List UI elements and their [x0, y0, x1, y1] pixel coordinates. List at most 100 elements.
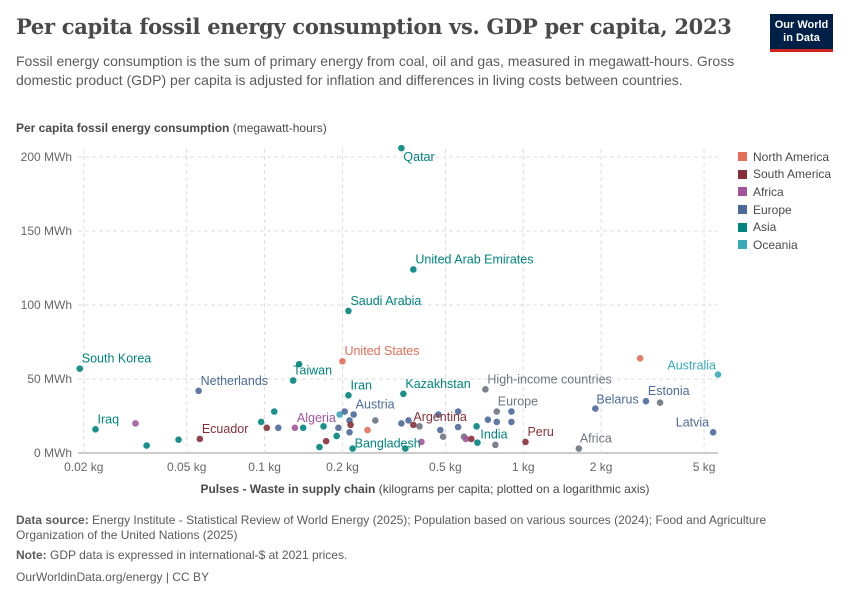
data-point: [493, 418, 501, 426]
legend-label: South America: [753, 167, 832, 182]
y-tick-label: 0 MWh: [34, 446, 72, 460]
point-label: Iran: [350, 378, 372, 392]
data-point: [270, 408, 278, 415]
credit-link[interactable]: OurWorldinData.org/energy | CC BY: [16, 570, 209, 584]
point-label: Saudi Arabia: [350, 294, 421, 308]
data-point: [316, 443, 323, 451]
data-point: [372, 417, 379, 424]
point-label: Bangladesh: [355, 437, 421, 451]
data-point: [474, 439, 481, 446]
data-point: [484, 416, 492, 424]
data-point: [398, 420, 405, 427]
point-label: Qatar: [403, 150, 434, 164]
owid-logo[interactable]: Our World in Data: [770, 14, 833, 52]
legend-swatch: [738, 240, 747, 250]
data-point: [522, 438, 529, 446]
point-label: High-income countries: [487, 372, 611, 386]
legend-label: Asia: [753, 220, 777, 235]
data-point: [439, 433, 447, 441]
data-point: [418, 438, 425, 446]
data-point: [291, 424, 299, 432]
data-point: [335, 424, 342, 432]
point-label: Latvia: [676, 415, 709, 429]
data-point: [493, 408, 501, 415]
point-label: Europe: [498, 395, 538, 409]
legend-swatch: [738, 169, 747, 179]
data-point: [468, 435, 475, 443]
legend-label: North America: [753, 149, 830, 164]
data-point: [462, 435, 470, 443]
data-point: [454, 408, 462, 415]
data-point: [575, 445, 583, 452]
point-label: Taiwan: [293, 363, 332, 377]
chart-subtitle: Fossil energy consumption is the sum of …: [16, 53, 735, 88]
data-point: [132, 420, 139, 427]
data-point: [349, 445, 356, 452]
data-point: [656, 399, 664, 406]
data-point: [435, 411, 442, 418]
point-label: United States: [344, 344, 419, 358]
point-label: Algeria: [297, 411, 336, 425]
data-point: [508, 418, 515, 426]
legend-item[interactable]: North America: [738, 148, 831, 166]
chart-title: Per capita fossil energy consumption vs.…: [16, 14, 732, 39]
point-label: Iraq: [97, 412, 119, 426]
x-tick-label: 0.2 kg: [326, 460, 359, 474]
data-point: [454, 423, 462, 431]
y-axis-label: Per capita fossil energy consumption (me…: [16, 121, 327, 135]
legend-label: Africa: [753, 184, 784, 199]
data-point: [410, 266, 417, 273]
legend-item[interactable]: Europe: [738, 201, 831, 219]
data-point: [339, 357, 346, 365]
legend: North America South America Africa Europe As…: [738, 148, 831, 254]
point-label: Belarus: [596, 393, 638, 407]
data-point: [175, 436, 182, 443]
x-tick-label: 2 kg: [590, 460, 613, 474]
data-point: [410, 421, 417, 429]
data-point: [143, 442, 150, 449]
point-label: Australia: [667, 359, 716, 373]
point-label: India: [480, 428, 507, 442]
x-tick-label: 0.1 kg: [248, 460, 281, 474]
data-point: [405, 417, 412, 424]
data-point: [347, 421, 354, 429]
legend-swatch: [738, 187, 747, 197]
x-tick-label: 0.05 kg: [167, 460, 206, 474]
data-point: [195, 387, 202, 395]
data-point: [289, 377, 297, 384]
point-label: Africa: [580, 432, 612, 446]
note: Note: GDP data is expressed in internati…: [16, 548, 348, 562]
point-label: United Arab Emirates: [415, 252, 533, 266]
point-label: Netherlands: [201, 374, 268, 388]
y-tick-label: 50 MWh: [27, 372, 72, 386]
data-point: [263, 424, 271, 432]
data-point: [257, 418, 265, 426]
point-label: Ecuador: [202, 422, 249, 436]
x-tick-label: 0.02 kg: [64, 460, 103, 474]
data-point: [76, 365, 84, 372]
legend-label: Europe: [753, 202, 792, 217]
data-point: [345, 307, 352, 315]
data-point: [642, 397, 650, 405]
legend-item[interactable]: Asia: [738, 218, 831, 236]
data-point: [345, 391, 352, 399]
legend-item[interactable]: South America: [738, 166, 831, 184]
y-tick-label: 100 MWh: [21, 298, 72, 312]
data-source: Data source: Energy Institute - Statisti…: [16, 513, 767, 542]
data-point: [320, 423, 327, 430]
data-point: [336, 411, 343, 418]
legend-swatch: [738, 152, 747, 162]
point-label: Estonia: [648, 384, 690, 398]
data-point: [92, 426, 99, 433]
data-point: [508, 408, 515, 415]
data-point: [402, 445, 409, 452]
data-point: [437, 426, 444, 434]
data-point: [364, 426, 371, 434]
legend-item[interactable]: Oceania: [738, 236, 831, 254]
point-label: South Korea: [82, 352, 152, 366]
data-point: [400, 390, 407, 398]
data-point: [636, 354, 644, 362]
x-tick-label: 1 kg: [512, 460, 535, 474]
legend-swatch: [738, 222, 747, 232]
legend-item[interactable]: Africa: [738, 183, 831, 201]
